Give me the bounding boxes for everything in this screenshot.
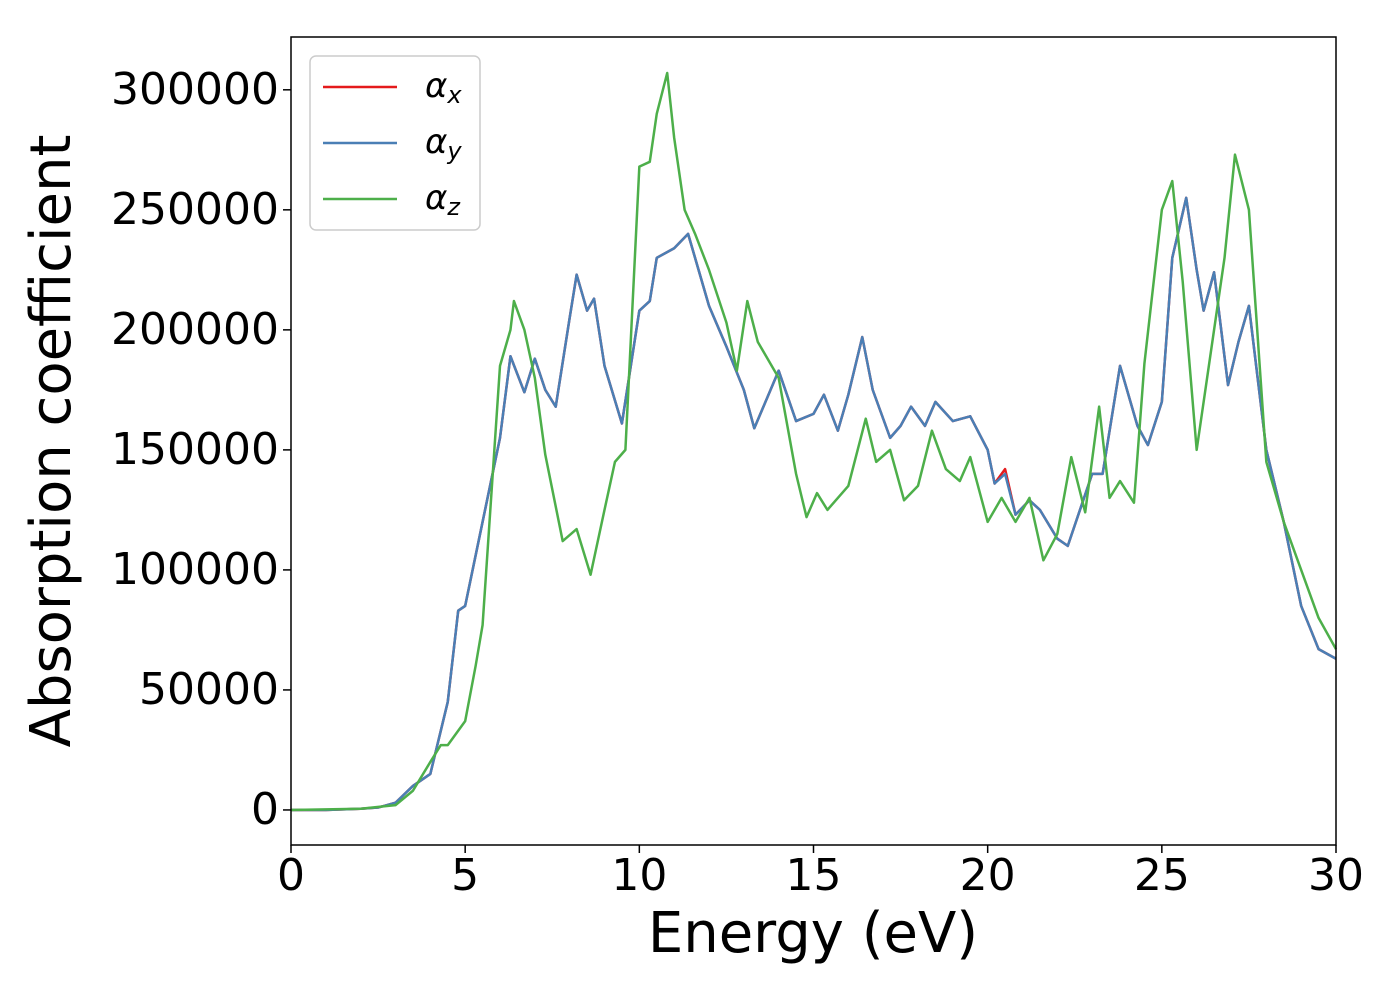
x-tick-label: 10 xyxy=(611,850,667,901)
x-tick-label: 15 xyxy=(786,850,842,901)
legend-label: αy xyxy=(425,122,462,166)
x-tick-label: 20 xyxy=(960,850,1016,901)
x-tick-label: 25 xyxy=(1134,850,1190,901)
y-tick-label: 100000 xyxy=(111,544,279,595)
y-tick-label: 50000 xyxy=(139,664,279,715)
data-line xyxy=(290,71,1338,812)
plot-frame xyxy=(290,36,1337,846)
legend: αx αy αz xyxy=(309,55,481,231)
legend-label: αx xyxy=(425,66,462,110)
y-tick-label: 0 xyxy=(251,784,279,835)
y-tick-label: 250000 xyxy=(111,184,279,235)
legend-label: αz xyxy=(425,178,461,222)
data-line xyxy=(291,196,1337,812)
x-axis-label: Energy (eV) xyxy=(648,901,978,966)
y-tick-label: 300000 xyxy=(111,64,279,115)
y-axis-label: Absorption coefficient xyxy=(19,135,84,748)
y-tick-label: 200000 xyxy=(111,304,279,355)
x-tick-label: 5 xyxy=(451,850,479,901)
x-tick-label: 30 xyxy=(1308,850,1364,901)
y-tick-label: 150000 xyxy=(111,424,279,475)
x-tick-label: 0 xyxy=(277,850,305,901)
